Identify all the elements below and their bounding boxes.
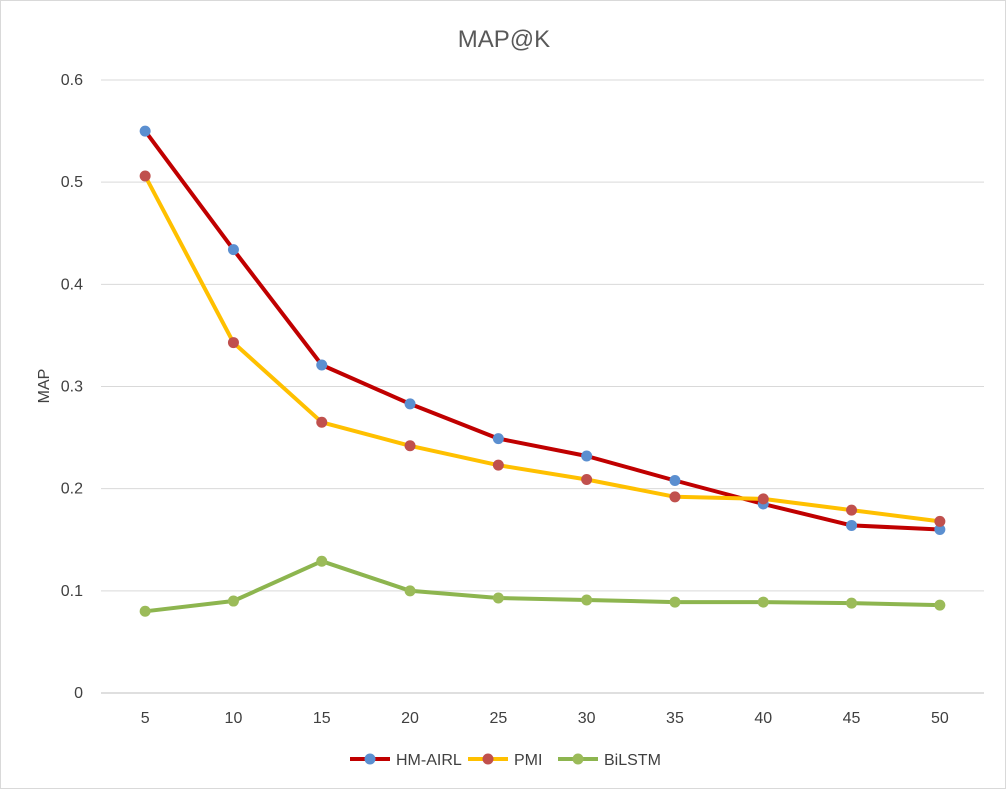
legend: HM-AIRL PMI BiLSTM — [350, 752, 661, 769]
legend-label: BiLSTM — [604, 752, 661, 769]
data-point — [934, 524, 946, 536]
y-tick-label: 0.6 — [61, 72, 83, 89]
y-tick-label: 0.2 — [61, 481, 83, 498]
legend-item: PMI — [468, 752, 542, 769]
x-tick-label: 35 — [666, 710, 684, 727]
legend-swatch-marker — [572, 753, 584, 765]
x-tick-label: 50 — [931, 710, 949, 727]
legend-label: HM-AIRL — [396, 752, 462, 769]
data-point — [227, 595, 239, 607]
data-point — [492, 433, 504, 445]
y-tick-label: 0 — [74, 685, 83, 702]
data-point — [846, 519, 858, 531]
data-point — [846, 597, 858, 609]
data-point — [227, 244, 239, 256]
data-point — [757, 493, 769, 505]
x-tick-label: 30 — [578, 710, 596, 727]
y-tick-label: 0.3 — [61, 379, 83, 396]
data-point — [404, 398, 416, 410]
x-tick-label: 10 — [225, 710, 243, 727]
x-tick-label: 25 — [489, 710, 507, 727]
y-axis-label: MAP — [36, 369, 53, 404]
data-point — [492, 459, 504, 471]
legend-item: HM-AIRL — [350, 752, 462, 769]
data-point — [757, 596, 769, 608]
data-point — [934, 515, 946, 527]
data-point — [669, 596, 681, 608]
legend-label: PMI — [514, 752, 542, 769]
series-line — [143, 559, 942, 614]
series-line — [143, 174, 942, 524]
x-tick-label: 5 — [141, 710, 150, 727]
data-point — [316, 555, 328, 567]
x-axis-ticks: 5 10 15 20 25 30 35 40 45 50 — [141, 710, 949, 727]
data-point — [227, 337, 239, 349]
series-bilstm — [139, 555, 946, 617]
series-hm-airl — [139, 125, 946, 536]
data-point — [581, 450, 593, 462]
data-point — [404, 440, 416, 452]
series-line — [143, 129, 942, 532]
data-point — [669, 474, 681, 486]
data-point — [669, 491, 681, 503]
series-layer — [139, 125, 946, 617]
x-tick-label: 40 — [754, 710, 772, 727]
legend-swatch-marker — [482, 753, 494, 765]
data-point — [492, 592, 504, 604]
data-point — [846, 504, 858, 516]
data-point — [316, 359, 328, 371]
data-point — [139, 170, 151, 182]
y-tick-label: 0.5 — [61, 174, 83, 191]
x-tick-label: 45 — [843, 710, 861, 727]
y-tick-label: 0.4 — [61, 276, 83, 293]
data-point — [139, 605, 151, 617]
gridlines — [101, 79, 984, 694]
y-tick-label: 0.1 — [61, 583, 83, 600]
data-point — [404, 585, 416, 597]
x-tick-label: 15 — [313, 710, 331, 727]
x-tick-label: 20 — [401, 710, 419, 727]
chart-title: MAP@K — [458, 26, 550, 53]
data-point — [581, 473, 593, 485]
data-point — [316, 416, 328, 428]
series-pmi — [139, 170, 946, 527]
data-point — [139, 125, 151, 137]
y-axis-ticks: 0 0.1 0.2 0.3 0.4 0.5 0.6 — [61, 72, 83, 702]
legend-item: BiLSTM — [558, 752, 661, 769]
legend-swatch-marker — [364, 753, 376, 765]
data-point — [934, 599, 946, 611]
data-point — [581, 594, 593, 606]
